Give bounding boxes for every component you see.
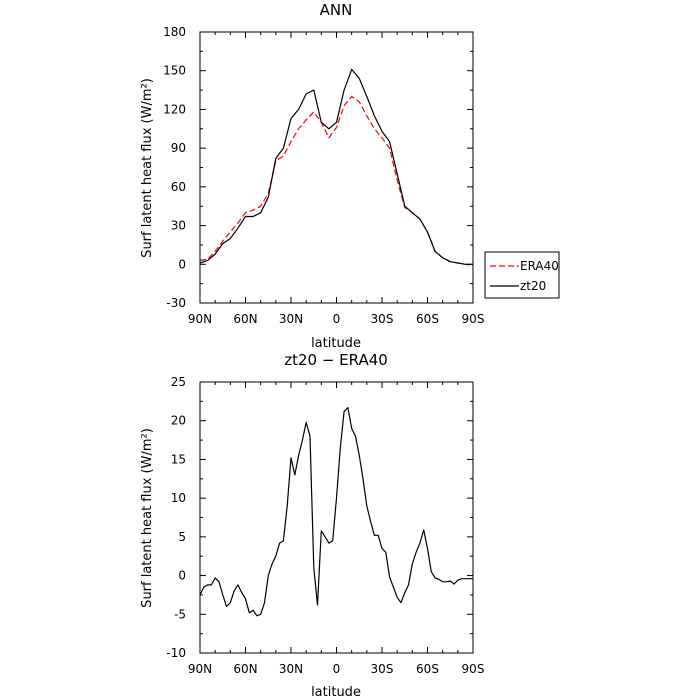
top-x-tick-label: 30N [279,312,303,326]
bottom-chart-title: zt20 − ERA40 [284,351,388,369]
top-chart-title: ANN [320,1,353,19]
top-panel: ANN 90N 60N 30N 0 30S 60S 90S -30 0 30 60 90 120 150 1… [140,1,484,351]
bottom-y-tick-label: 0 [178,569,186,583]
bottom-panel: zt20 − ERA40 90N 60N 30N 0 30S 60S 90S -10 -5 0 5 1… [140,351,484,700]
legend-box [484,251,560,299]
bottom-series-line-difference [199,407,473,617]
top-y-tick-label: 60 [171,180,186,194]
top-y-tick-label: 0 [178,257,186,271]
top-x-tick-label: 0 [333,312,341,326]
top-x-tick-label: 60S [416,312,439,326]
bottom-y-tick-label: -10 [166,646,186,660]
top-series-line-zt20 [199,68,473,265]
bottom-x-tick-label: 90S [462,662,485,676]
bottom-y-tick-label: 20 [171,414,186,428]
bottom-y-tick-label: 25 [171,375,186,389]
top-y-tick-label: -30 [166,296,186,310]
bottom-y-tick-label: 10 [171,491,186,505]
bottom-plot-frame [199,381,474,654]
bottom-ticks-group: 90N 60N 30N 0 30S 60S 90S -10 -5 0 5 10 15 20 25 [166,375,484,676]
bottom-series-group [199,407,473,617]
top-y-tick-label: 90 [171,141,186,155]
legend: ERA40 zt20 [484,251,560,299]
top-y-tick-label: 180 [163,25,186,39]
top-y-tick-label: 120 [163,102,186,116]
legend-label-era40: ERA40 [520,259,559,273]
bottom-x-tick-label: 60S [416,662,439,676]
bottom-y-tick-label: 5 [178,530,186,544]
top-y-tick-label: 150 [163,64,186,78]
top-x-tick-label: 30S [371,312,394,326]
bottom-x-tick-label: 90N [188,662,212,676]
top-x-tick-label: 90S [462,312,485,326]
top-x-tick-label: 60N [233,312,257,326]
bottom-x-tick-label: 0 [333,662,341,676]
top-series-group [199,68,474,267]
bottom-y-tick-label: -5 [174,607,186,621]
legend-label-zt20: zt20 [520,279,546,293]
top-y-tick-label: 30 [171,219,186,233]
bottom-x-tick-label: 30N [279,662,303,676]
bottom-x-axis-title: latitude [311,685,361,700]
top-x-tick-label: 90N [188,312,212,326]
top-ticks-group: 90N 60N 30N 0 30S 60S 90S -30 0 30 60 90 120 150 180 [163,25,484,326]
bottom-x-tick-label: 60N [233,662,257,676]
top-plot-frame [199,31,474,304]
bottom-x-tick-label: 30S [371,662,394,676]
bottom-y-tick-label: 15 [171,452,186,466]
top-y-axis-title: Surf latent heat flux (W/m²) [140,78,155,258]
top-x-axis-title: latitude [311,336,361,351]
bottom-y-axis-title: Surf latent heat flux (W/m²) [140,428,155,608]
